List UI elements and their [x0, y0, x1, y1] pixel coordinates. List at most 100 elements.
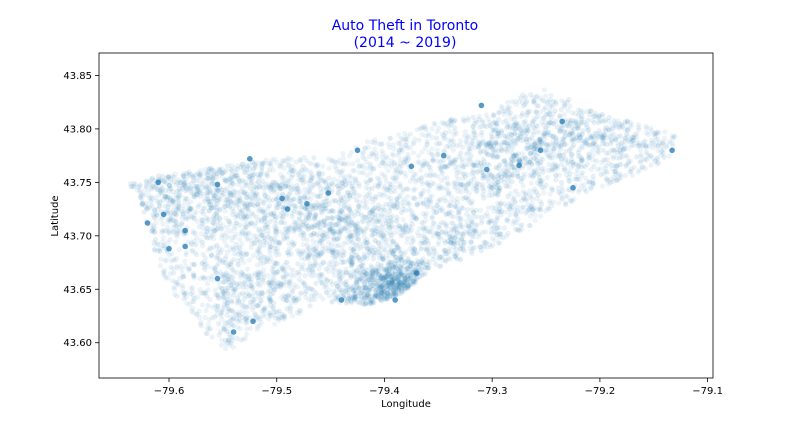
- data-point: [158, 256, 164, 262]
- data-point: [336, 242, 342, 248]
- data-point: [448, 220, 454, 226]
- data-point: [662, 129, 668, 135]
- data-point: [569, 144, 575, 150]
- data-point: [228, 307, 235, 313]
- data-point: [393, 241, 399, 247]
- data-point: [255, 323, 261, 329]
- data-point: [158, 216, 164, 223]
- data-point: [442, 130, 448, 136]
- data-point: [265, 212, 271, 218]
- data-point: [255, 254, 261, 261]
- data-point: [225, 319, 231, 325]
- data-point: [483, 229, 489, 235]
- data-point: [281, 210, 287, 216]
- data-point: [363, 199, 370, 206]
- data-point: [289, 294, 295, 300]
- data-point: [460, 205, 466, 211]
- data-point: [515, 121, 522, 128]
- data-point: [524, 98, 530, 104]
- data-point: [430, 156, 436, 162]
- data-point: [335, 189, 341, 195]
- data-point: [250, 212, 256, 218]
- data-point: [210, 265, 216, 271]
- data-point: [226, 318, 232, 324]
- data-point: [519, 151, 526, 157]
- data-point: [408, 131, 414, 137]
- data-point: [490, 153, 496, 159]
- data-point: [182, 180, 188, 186]
- data-point: [544, 174, 550, 181]
- data-point: [530, 121, 536, 127]
- data-point: [332, 257, 338, 263]
- data-point: [206, 326, 212, 332]
- data-point: [258, 261, 264, 267]
- data-point: [426, 163, 432, 170]
- data-point: [521, 171, 527, 177]
- data-point: [289, 223, 295, 229]
- data-point: [424, 138, 430, 144]
- data-point: [429, 180, 435, 186]
- data-point: [226, 293, 232, 299]
- data-point: [362, 284, 368, 291]
- data-point: [241, 259, 247, 265]
- data-point: [485, 140, 491, 146]
- data-point: [240, 299, 246, 305]
- data-point: [285, 249, 291, 255]
- data-point: [198, 231, 204, 237]
- data-point: [141, 209, 147, 215]
- data-point: [262, 236, 268, 242]
- data-point: [465, 171, 471, 178]
- data-point: [341, 225, 347, 231]
- data-point: [332, 290, 338, 296]
- data-point: [408, 207, 414, 213]
- data-point: [236, 245, 242, 251]
- data-point: [306, 185, 312, 191]
- data-point: [575, 174, 581, 180]
- data-point: [579, 170, 585, 176]
- data-point: [448, 116, 454, 123]
- data-point: [631, 137, 637, 143]
- data-point: [257, 243, 263, 249]
- data-point: [452, 157, 458, 163]
- data-point: [227, 219, 233, 225]
- data-point: [181, 173, 187, 180]
- data-point: [390, 251, 396, 257]
- data-point: [346, 233, 352, 239]
- data-point: [426, 131, 432, 137]
- data-point: [188, 205, 194, 211]
- data-point: [362, 146, 368, 152]
- data-point: [305, 226, 311, 232]
- data-point: [179, 222, 185, 228]
- data-point: [223, 320, 229, 326]
- data-point: [326, 175, 332, 181]
- data-point: [502, 157, 508, 163]
- data-point: [189, 308, 195, 314]
- data-point: [220, 170, 226, 176]
- data-point: [352, 190, 358, 196]
- data-point: [584, 161, 590, 167]
- data-point: [383, 279, 389, 285]
- data-point: [400, 228, 407, 234]
- data-point: [261, 313, 267, 319]
- data-point: [308, 293, 315, 299]
- data-point: [422, 123, 428, 129]
- data-point: [659, 140, 666, 146]
- data-point: [201, 178, 207, 184]
- data-point: [462, 174, 468, 180]
- data-point: [321, 248, 327, 254]
- data-point: [443, 164, 449, 171]
- data-point: [315, 224, 321, 230]
- data-point: [575, 149, 582, 155]
- data-point: [524, 197, 530, 203]
- data-point: [367, 154, 373, 160]
- data-point: [387, 243, 393, 249]
- data-point: [203, 307, 209, 313]
- data-point: [336, 218, 342, 224]
- data-point: [635, 142, 641, 149]
- data-point: [450, 220, 456, 226]
- data-point: [478, 168, 484, 174]
- data-point: [414, 127, 420, 133]
- data-point: [281, 297, 287, 303]
- data-point: [482, 240, 488, 246]
- data-point: [545, 123, 551, 129]
